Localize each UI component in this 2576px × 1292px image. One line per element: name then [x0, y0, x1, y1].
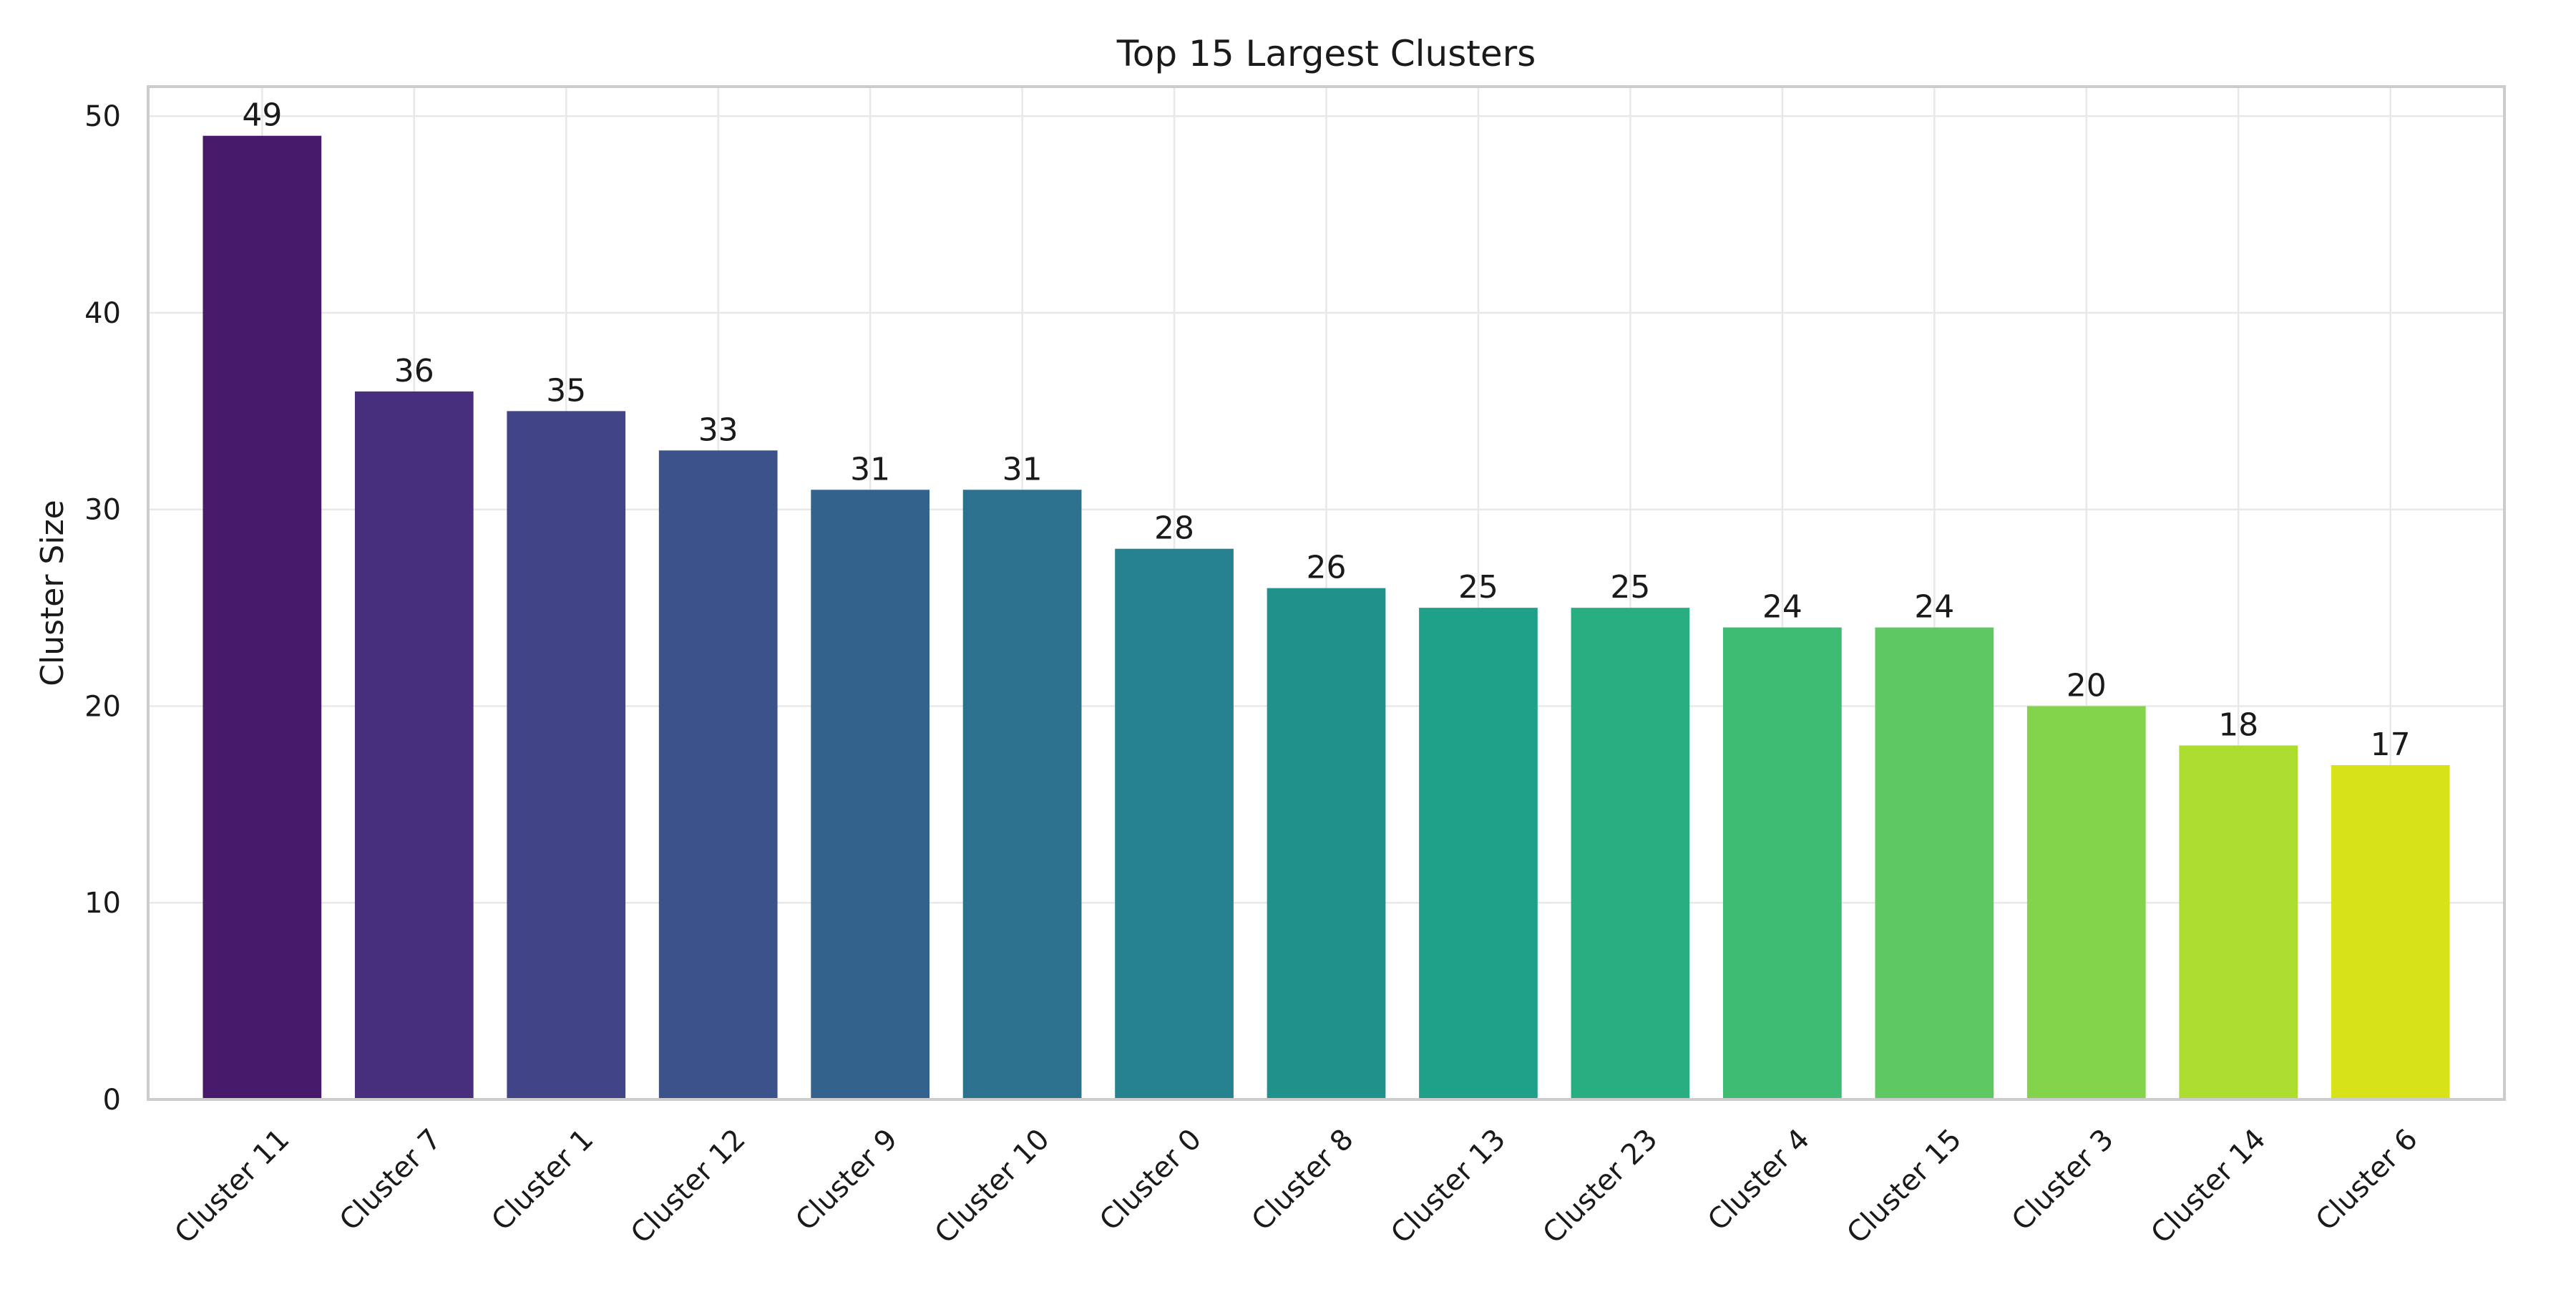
- x-tick-label: Cluster 9: [789, 1123, 904, 1238]
- bar-value-label: 24: [1762, 589, 1802, 626]
- y-tick-label: 10: [84, 887, 121, 920]
- x-tick-label: Cluster 6: [2310, 1123, 2424, 1238]
- y-tick-label: 40: [84, 297, 121, 330]
- bar: [2179, 745, 2298, 1099]
- x-tick-label: Cluster 23: [1537, 1123, 1664, 1250]
- bar: [658, 450, 778, 1099]
- bar-value-label: 18: [2218, 706, 2258, 743]
- x-tick-label: Cluster 14: [2145, 1123, 2272, 1250]
- bar-value-label: 25: [1610, 569, 1650, 606]
- y-axis-label: Cluster Size: [34, 500, 71, 686]
- data-labels: 49 36 35 33 31 31 28 26 25 25 24 24 20 18 17: [242, 97, 2410, 763]
- x-tick-label: Cluster 13: [1385, 1123, 1512, 1250]
- bar-value-label: 20: [2067, 667, 2107, 704]
- x-tick-label: Cluster 4: [1702, 1123, 1816, 1238]
- y-tick-label: 0: [103, 1084, 121, 1117]
- x-axis-ticks: Cluster 11 Cluster 7 Cluster 1 Cluster 12 Cl…: [169, 1123, 2424, 1250]
- bar-value-label: 24: [1914, 589, 1954, 626]
- x-tick-label: Cluster 1: [485, 1123, 600, 1238]
- bars: [203, 135, 2450, 1099]
- y-axis-ticks: 0 10 20 30 40 50: [84, 100, 121, 1117]
- bar-value-label: 26: [1307, 550, 1347, 586]
- x-tick-label: Cluster 15: [1840, 1123, 1968, 1250]
- bar: [2331, 764, 2450, 1099]
- chart-title: Top 15 Largest Clusters: [1116, 33, 1536, 74]
- x-tick-label: Cluster 12: [625, 1123, 752, 1250]
- bar-value-label: 49: [242, 97, 282, 134]
- bar-value-label: 31: [850, 451, 890, 487]
- bar-value-label: 17: [2371, 727, 2411, 763]
- bar-value-label: 33: [698, 412, 738, 448]
- y-tick-label: 20: [84, 690, 121, 723]
- bar: [2026, 706, 2146, 1099]
- bar: [962, 490, 1082, 1099]
- bar: [1115, 548, 1234, 1099]
- bar: [1571, 608, 1690, 1099]
- x-tick-label: Cluster 7: [333, 1123, 448, 1238]
- bar-value-label: 25: [1458, 569, 1498, 606]
- bar-value-label: 31: [1002, 451, 1043, 487]
- bar-value-label: 35: [546, 372, 586, 409]
- plot-frame: [147, 85, 2506, 1101]
- bar-value-label: 28: [1154, 510, 1194, 547]
- bar: [203, 135, 322, 1099]
- bar: [1419, 608, 1538, 1099]
- bar: [1267, 588, 1386, 1099]
- bar: [1722, 627, 1842, 1099]
- y-tick-label: 30: [84, 494, 121, 527]
- bar: [811, 490, 930, 1099]
- x-tick-label: Cluster 0: [1093, 1123, 1208, 1238]
- x-tick-label: Cluster 3: [2006, 1123, 2120, 1238]
- x-tick-label: Cluster 10: [929, 1123, 1056, 1250]
- y-tick-label: 50: [84, 100, 121, 133]
- x-tick-label: Cluster 8: [1246, 1123, 1360, 1238]
- bar: [1875, 627, 1994, 1099]
- bar-value-label: 36: [394, 353, 434, 389]
- bar: [354, 391, 474, 1099]
- x-tick-label: Cluster 11: [169, 1123, 296, 1250]
- bar: [507, 411, 626, 1099]
